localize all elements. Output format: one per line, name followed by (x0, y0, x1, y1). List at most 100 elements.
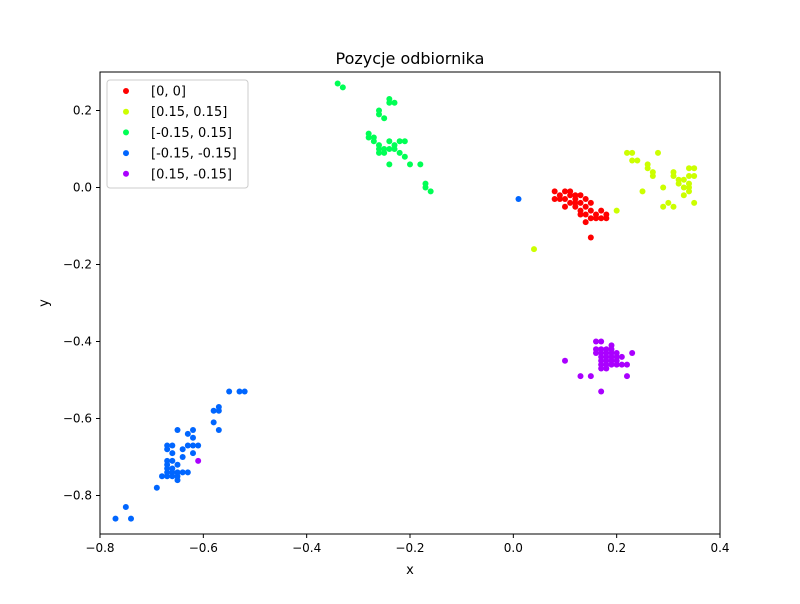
point-series-0-28 (603, 215, 610, 222)
point-series-0-5 (556, 196, 563, 203)
point-series-4-33 (587, 373, 594, 380)
point-series-4-4 (598, 338, 605, 345)
point-series-0-27 (598, 215, 605, 222)
point-series-2-11 (370, 138, 377, 145)
point-series-1-30 (686, 184, 692, 191)
point-series-2-3 (386, 99, 393, 106)
x-tick-label: 0.2 (607, 541, 626, 555)
point-series-4-26 (608, 361, 615, 368)
point-series-0-11 (577, 199, 584, 206)
point-series-1-6 (639, 188, 646, 195)
x-axis-label: x (406, 563, 414, 578)
point-series-3-9 (190, 427, 196, 434)
point-series-3-7 (210, 419, 217, 426)
x-tick-label: 0.4 (710, 541, 729, 555)
point-series-4-31 (613, 361, 620, 368)
y-axis-label: y (37, 299, 52, 307)
point-series-0-2 (562, 188, 568, 195)
point-series-0-16 (582, 203, 589, 210)
point-series-4-3 (593, 338, 599, 345)
point-series-0-21 (593, 215, 599, 222)
legend-label-4: [0.15, -0.15] (151, 167, 232, 182)
point-series-1-1 (613, 207, 620, 214)
point-series-3-8 (215, 427, 222, 434)
point-series-1-8 (644, 165, 651, 172)
point-series-1-29 (691, 199, 698, 206)
points-layer (112, 80, 698, 522)
point-series-4-34 (598, 388, 605, 395)
point-series-3-24 (169, 457, 176, 464)
point-series-1-16 (670, 172, 677, 179)
point-series-4-32 (624, 373, 630, 380)
point-series-0-19 (598, 207, 605, 214)
point-series-2-21 (396, 149, 403, 156)
point-series-2-16 (386, 146, 393, 152)
point-series-3-32 (179, 469, 186, 476)
legend-marker-4 (123, 170, 129, 177)
legend-box (106, 79, 249, 189)
point-series-0-12 (582, 196, 589, 203)
point-series-3-40 (122, 504, 129, 511)
point-series-1-20 (680, 176, 687, 183)
x-axis: −0.8 −0.6 −0.4 −0.2 0.0 0.2 0.4 (85, 534, 730, 555)
point-series-3-3 (226, 388, 233, 395)
point-series-2-1 (339, 84, 346, 91)
point-series-2-4 (391, 99, 398, 106)
point-series-2-23 (401, 138, 408, 145)
y-tick-label: −0.2 (63, 258, 92, 272)
point-series-3-20 (179, 446, 186, 453)
legend-label-2: [-0.15, 0.15] (151, 126, 232, 141)
point-series-1-21 (680, 184, 687, 191)
point-series-0-30 (582, 219, 589, 226)
point-series-4-2 (577, 373, 584, 380)
legend-label-3: [-0.15, -0.15] (151, 147, 237, 162)
point-series-2-25 (386, 161, 393, 168)
point-series-4-29 (598, 365, 605, 372)
point-series-3-19 (169, 450, 176, 457)
point-series-3-2 (236, 388, 243, 395)
point-series-2-28 (422, 184, 429, 191)
point-series-0-25 (562, 203, 568, 210)
y-axis: 0.2 0.0 −0.2 −0.4 −0.6 −0.8 (63, 104, 100, 503)
point-series-3-5 (210, 407, 217, 414)
point-series-3-6 (215, 407, 222, 414)
point-series-4-0 (195, 457, 202, 464)
point-series-3-21 (190, 450, 196, 457)
legend: [0, 0] [0.15, 0.15] [-0.15, 0.15] [-0.15, -… (106, 79, 249, 189)
y-tick-label: 0.0 (73, 181, 92, 195)
point-series-4-27 (618, 361, 625, 368)
point-series-1-4 (629, 157, 636, 164)
point-series-3-18 (164, 446, 171, 453)
point-series-3-10 (184, 430, 191, 437)
point-series-3-39 (153, 484, 160, 491)
point-series-0-23 (587, 215, 594, 222)
point-series-4-30 (603, 365, 610, 372)
y-tick-label: −0.8 (63, 489, 92, 503)
point-series-2-9 (365, 134, 372, 141)
point-series-1-27 (691, 165, 698, 172)
point-series-4-9 (593, 350, 599, 357)
point-series-2-15 (381, 149, 388, 156)
point-series-3-1 (241, 388, 248, 395)
point-series-3-11 (190, 434, 196, 441)
point-series-1-0 (531, 246, 537, 253)
point-series-0-9 (577, 192, 584, 199)
point-series-3-42 (128, 515, 134, 522)
point-series-2-20 (396, 138, 403, 145)
point-series-0-31 (572, 199, 579, 206)
point-series-0-6 (562, 196, 568, 203)
point-series-0-24 (577, 211, 584, 218)
point-series-3-16 (169, 442, 176, 449)
point-series-3-35 (169, 473, 176, 480)
legend-marker-2 (123, 129, 129, 136)
point-series-2-30 (376, 149, 382, 156)
point-series-1-19 (675, 180, 682, 187)
point-series-0-29 (587, 234, 594, 241)
point-series-0-26 (567, 192, 574, 199)
point-series-0-10 (551, 196, 558, 203)
x-tick-label: −0.8 (85, 541, 114, 555)
point-series-1-17 (670, 203, 677, 210)
point-series-4-23 (629, 350, 636, 357)
x-tick-label: −0.2 (395, 541, 424, 555)
